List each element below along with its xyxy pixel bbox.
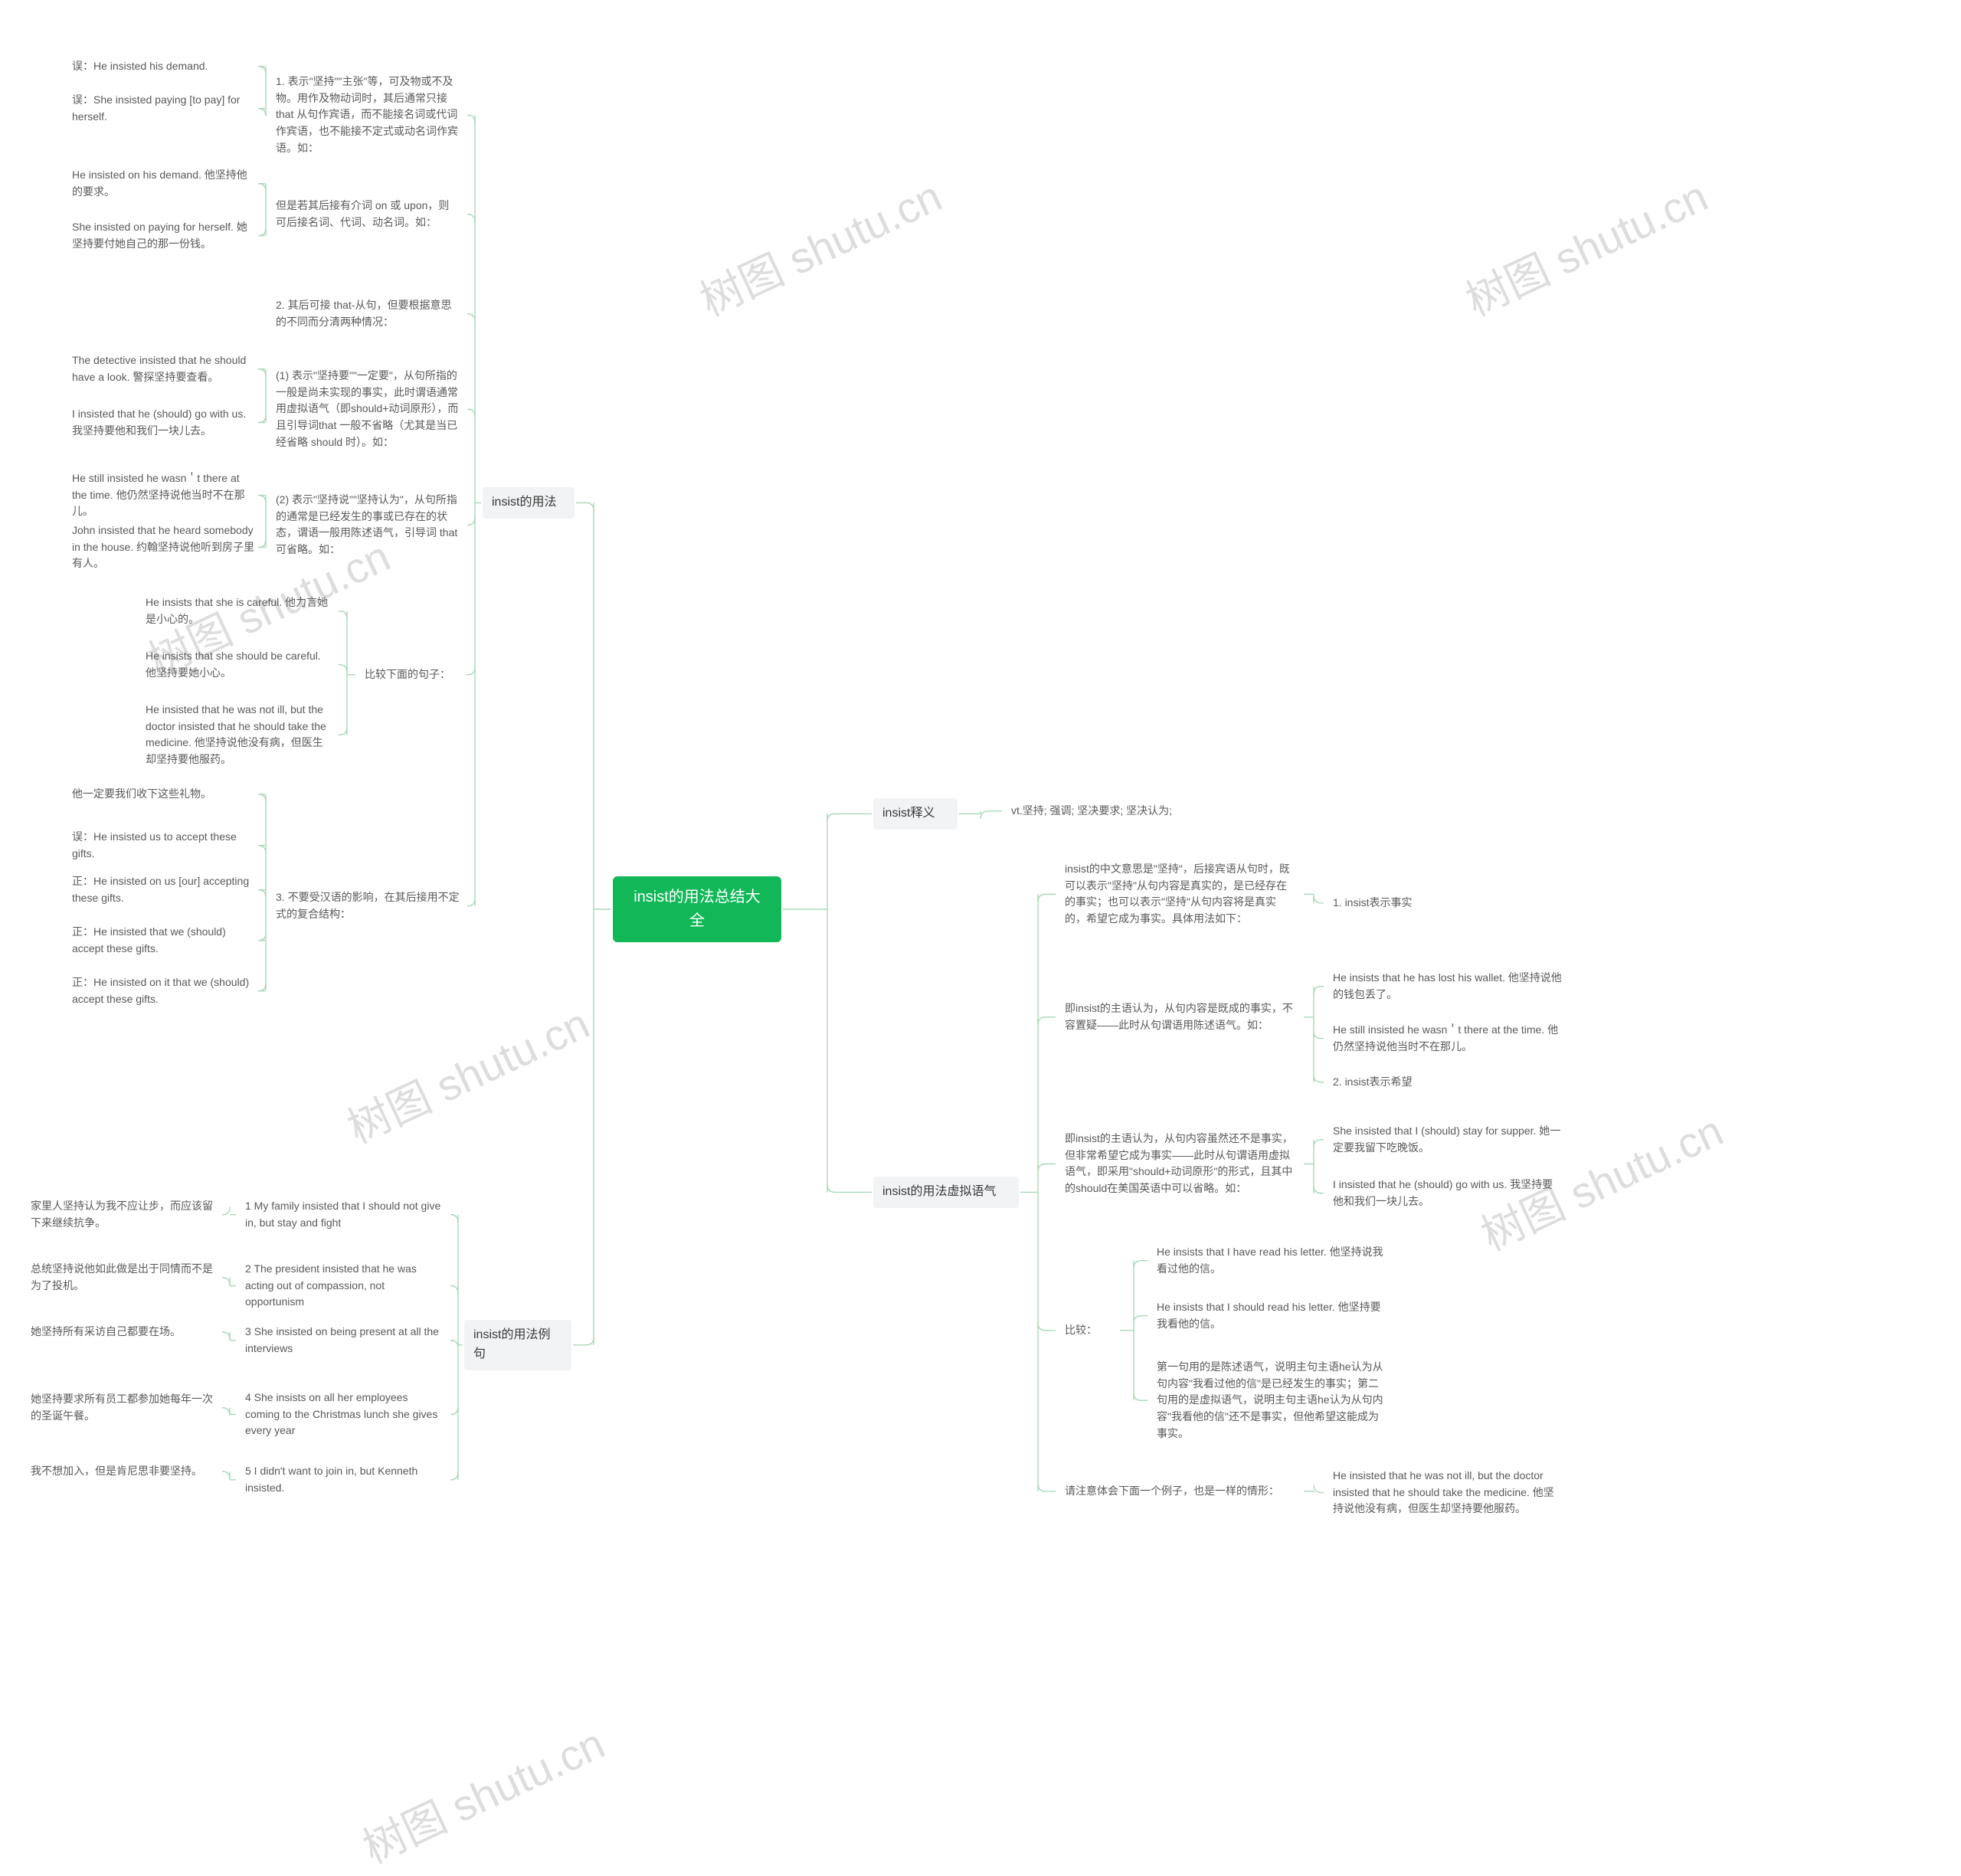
leaf-example-4: 4 She insists on all her employees comin… [237,1385,452,1444]
leaf-usage-6c: He insisted that he was not ill, but the… [138,697,337,773]
leaf-definition-text: vt.坚持; 强调; 坚决要求; 坚决认为; [1003,798,1218,824]
watermark: 树图 shutu.cn [689,162,951,329]
mindmap-root[interactable]: insist的用法总结大全 [613,876,781,942]
leaf-example-3-zh: 她坚持所有采访自己都要在场。 [23,1319,222,1345]
watermark: 树图 shutu.cn [336,990,598,1156]
leaf-usage-5a: He still insisted he wasn＇t there at the… [64,466,264,525]
leaf-compare-heading: 比较： [1057,1318,1118,1344]
branch-subjunctive[interactable]: insist的用法虚拟语气 [873,1177,1019,1208]
watermark: 树图 shutu.cn [352,1710,614,1876]
leaf-usage-7c: 正：He insisted on us [our] accepting thes… [64,869,264,911]
leaf-subj-ex3: She insisted that I (should) stay for su… [1325,1118,1570,1161]
leaf-usage-4b: I insisted that he (should) go with us. … [64,401,264,444]
leaf-usage-5b: John insisted that he heard somebody in … [64,518,264,577]
leaf-example-1-zh: 家里人坚持认为我不应让步，而应该留下来继续抗争。 [23,1193,222,1236]
leaf-example-5-zh: 我不想加入，但是肯尼思非要坚持。 [23,1459,222,1485]
leaf-compare-a: He insists that I have read his letter. … [1149,1239,1394,1282]
leaf-usage-6a: He insists that she is careful. 他力言她是小心的… [138,590,337,632]
leaf-compare-explain: 第一句用的是陈述语气，说明主句主语he认为从句内容"我看过他的信"是已经发生的事… [1149,1354,1394,1446]
leaf-subj-virtual: 即insist的主语认为，从句内容虽然还不是事实，但非常希望它成为事实——此时从… [1057,1126,1302,1202]
leaf-example-1: 1 My family insisted that I should not g… [237,1193,452,1236]
leaf-usage-1b: 误：She insisted paying [to pay] for herse… [64,87,264,129]
watermark: 树图 shutu.cn [1455,162,1717,329]
leaf-usage-7: 3. 不要受汉语的影响，在其后接用不定式的复合结构： [268,885,467,927]
leaf-note: 请注意体会下面一个例子，也是一样的情形： [1057,1478,1302,1504]
branch-usage[interactable]: insist的用法 [483,487,575,519]
leaf-usage-7e: 正：He insisted on it that we (should) acc… [64,970,264,1012]
leaf-subj-declarative: 即insist的主语认为，从句内容是既成的事实，不容置疑——此时从句谓语用陈述语… [1057,996,1302,1038]
leaf-example-5: 5 I didn't want to join in, but Kenneth … [237,1459,452,1501]
branch-examples[interactable]: insist的用法例句 [464,1320,571,1370]
leaf-example-4-zh: 她坚持要求所有员工都参加她每年一次的圣诞午餐。 [23,1387,222,1429]
leaf-usage-3: 2. 其后可接 that-从句，但要根据意思的不同而分清两种情况： [268,293,467,335]
leaf-subj-wish-heading: 2. insist表示希望 [1325,1069,1478,1095]
leaf-usage-1: 1. 表示"坚持""主张"等，可及物或不及物。用作及物动词时，其后通常只接 th… [268,69,467,161]
leaf-usage-2b: She insisted on paying for herself. 她坚持要… [64,214,264,257]
leaf-usage-6b: He insists that she should be careful. 他… [138,643,337,686]
leaf-usage-2a: He insisted on his demand. 他坚持他的要求。 [64,162,264,205]
leaf-subj-fact-heading: 1. insist表示事实 [1325,890,1448,916]
leaf-usage-2: 但是若其后接有介词 on 或 upon，则可后接名词、代词、动名词。如： [268,193,467,235]
leaf-subj-ex4: I insisted that he (should) go with us. … [1325,1172,1570,1214]
leaf-usage-7d: 正：He insisted that we (should) accept th… [64,919,264,961]
leaf-example-2: 2 The president insisted that he was act… [237,1256,452,1315]
leaf-usage-4a: The detective insisted that he should ha… [64,348,264,390]
leaf-example-3: 3 She insisted on being present at all t… [237,1319,452,1361]
leaf-usage-7a: 他一定要我们收下这些礼物。 [64,781,264,807]
leaf-usage-4: (1) 表示"坚持要""一定要"，从句所指的一般是尚未实现的事实，此时谓语通常用… [268,363,467,455]
leaf-subj-ex1: He insists that he has lost his wallet. … [1325,965,1570,1007]
branch-definition[interactable]: insist释义 [873,798,958,830]
leaf-subj-ex2: He still insisted he wasn＇t there at the… [1325,1017,1570,1059]
leaf-usage-compare: 比较下面的句子： [357,662,464,688]
leaf-usage-7b: 误：He insisted us to accept these gifts. [64,824,264,866]
leaf-usage-5: (2) 表示"坚持说""坚持认为"，从句所指的通常是已经发生的事或已存在的状态，… [268,487,467,563]
leaf-subj-intro: insist的中文意思是"坚持"，后接宾语从句时，既可以表示"坚持"从句内容是真… [1057,856,1302,932]
leaf-usage-1a: 误：He insisted his demand. [64,54,264,80]
leaf-compare-b: He insists that I should read his letter… [1149,1295,1394,1337]
leaf-note-ex: He insisted that he was not ill, but the… [1325,1463,1570,1522]
leaf-example-2-zh: 总统坚持说他如此做是出于同情而不是为了投机。 [23,1256,222,1298]
